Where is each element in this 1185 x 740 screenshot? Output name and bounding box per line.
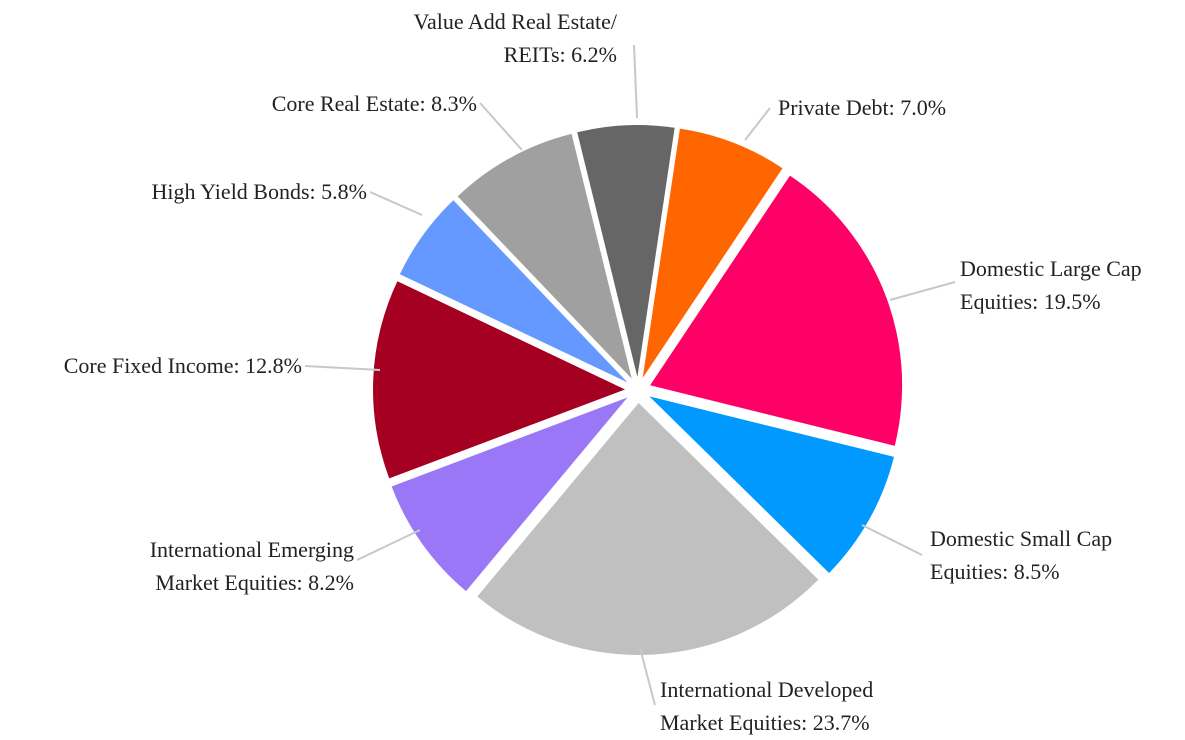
pie-slice (642, 128, 783, 378)
slice-value: 8.2% (308, 570, 354, 595)
leader-line (356, 529, 421, 561)
slice-name: International Developed Market Equities (660, 677, 874, 735)
pie-slice (649, 396, 894, 573)
leader-line (633, 44, 638, 119)
leader-line (369, 191, 423, 216)
leader-line (889, 281, 956, 301)
slice-label: Value Add Real Estate/ REITs: 6.2% (413, 9, 617, 67)
slice-value: 8.5% (1013, 559, 1060, 584)
slice-label: International Emerging Market Equities: … (149, 537, 354, 595)
slice-label: Domestic Small Cap Equities: 8.5% (930, 526, 1113, 584)
slice-label: Private Debt: 7.0% (778, 95, 947, 120)
pie-slice (477, 402, 819, 655)
slice-name: Value Add Real Estate/ REITs (413, 9, 617, 67)
slice-value: 12.8% (245, 353, 302, 378)
slice-label: Core Fixed Income: 12.8% (63, 353, 302, 378)
leader-line (861, 524, 923, 556)
slice-value: 5.8% (321, 179, 367, 204)
slice-label: Domestic Large Cap Equities: 19.5% (960, 256, 1142, 314)
slice-name: Core Fixed Income (63, 353, 234, 378)
slice-name: Domestic Small Cap Equities (930, 526, 1113, 584)
slice-name: Domestic Large Cap Equities (960, 256, 1142, 314)
leader-line (744, 107, 771, 141)
leader-line (304, 365, 381, 371)
leader-line (479, 102, 523, 151)
slice-label: High Yield Bonds: 5.8% (151, 179, 367, 204)
pie-slice (650, 175, 903, 446)
slice-value: 8.3% (431, 91, 477, 116)
slice-value: 6.2% (571, 42, 617, 67)
slice-name: International Emerging Market Equities (149, 537, 354, 595)
leader-line (639, 647, 656, 706)
slice-label: Core Real Estate: 8.3% (271, 91, 477, 116)
pie-slice (399, 200, 628, 383)
slice-name: Private Debt (778, 95, 889, 120)
slice-name: Core Real Estate (271, 91, 420, 116)
slice-value: 23.7% (812, 710, 870, 735)
slice-label: International Developed Market Equities:… (660, 677, 874, 735)
pie-slice (457, 133, 632, 379)
pie-slice (391, 397, 628, 592)
pie-slice (373, 281, 626, 479)
slice-name: High Yield Bonds (151, 179, 310, 204)
slice-value: 19.5% (1043, 289, 1101, 314)
pie-slice (577, 125, 675, 378)
slice-value: 7.0% (900, 95, 947, 120)
